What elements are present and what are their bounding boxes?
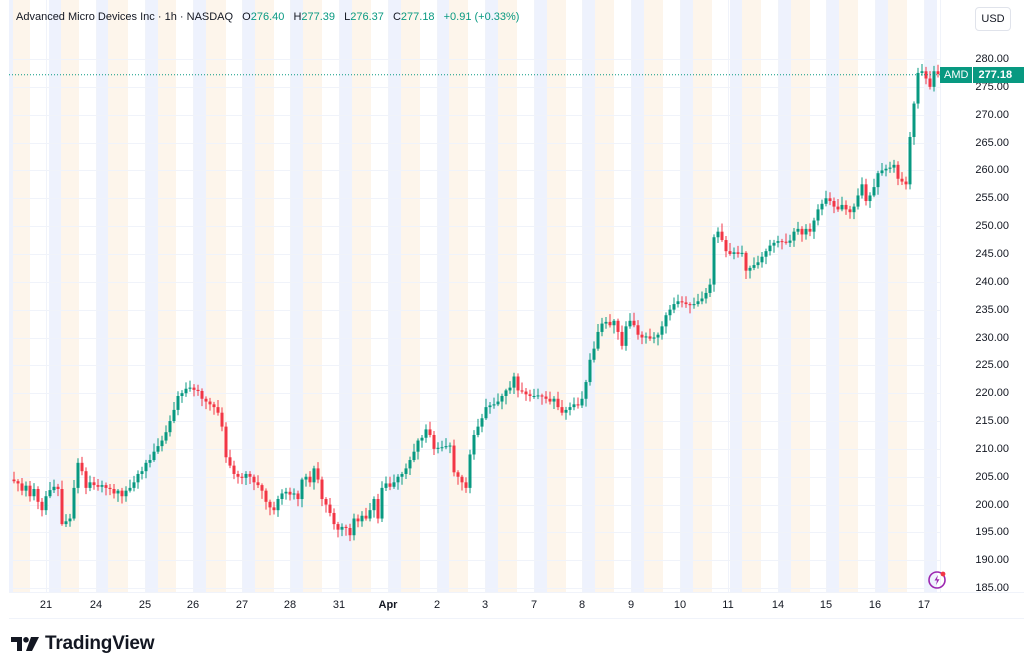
- change-value: +0.91 (+0.33%): [443, 11, 520, 23]
- candlestick-series: [9, 0, 940, 592]
- exchange-label: NASDAQ: [186, 11, 234, 23]
- price-tick-label: 210.00: [975, 442, 1009, 455]
- interval-label[interactable]: 1h: [164, 11, 177, 23]
- symbol-legend: Advanced Micro Devices Inc · 1h · NASDAQ…: [16, 11, 519, 23]
- price-tick-label: 280.00: [975, 53, 1009, 65]
- high-value: 277.39: [301, 11, 336, 23]
- price-tick-label: 275.00: [975, 80, 1009, 93]
- date-tick-label: 27: [235, 599, 249, 611]
- price-tick-label: 270.00: [975, 108, 1009, 121]
- price-tick-label: 230.00: [975, 331, 1009, 344]
- date-tick-label: 25: [138, 599, 152, 611]
- open-value: 276.40: [250, 11, 285, 23]
- close-value: 277.18: [400, 11, 435, 23]
- price-chart-plot[interactable]: [9, 0, 940, 592]
- date-tick-label: 11: [722, 599, 734, 611]
- date-tick-label: 2: [433, 599, 441, 611]
- price-tag-symbol: AMD: [940, 67, 973, 83]
- price-tick-label: 260.00: [975, 164, 1009, 177]
- price-tick-label: 235.00: [975, 303, 1009, 316]
- low-label: L: [344, 11, 351, 23]
- date-tick-label: 9: [627, 599, 635, 611]
- date-tick-label: 28: [283, 599, 297, 611]
- date-tick-label: 21: [39, 599, 53, 611]
- tradingview-logo[interactable]: TradingView: [11, 633, 155, 655]
- price-tick-label: 265.00: [975, 136, 1009, 149]
- legend-sep: ·: [157, 11, 162, 23]
- date-tick-label: 8: [578, 599, 586, 611]
- price-tick-label: 255.00: [975, 192, 1009, 205]
- price-tick-label: 240.00: [975, 275, 1009, 288]
- high-label: H: [293, 11, 302, 23]
- price-tick-label: 225.00: [975, 359, 1009, 372]
- price-tick-label: 195.00: [975, 526, 1009, 539]
- tradingview-wordmark: TradingView: [45, 633, 155, 654]
- price-tick-label: 205.00: [975, 470, 1009, 483]
- date-tick-label: 3: [481, 599, 489, 611]
- price-axis[interactable]: 280.00 275.00 270.00 265.00 260.00 255.00 250.…: [940, 0, 1024, 595]
- price-tick-label: 190.00: [975, 554, 1009, 567]
- last-price-label: AMD 277.18: [940, 67, 1024, 83]
- date-tick-label: 16: [868, 599, 882, 611]
- symbol-name[interactable]: Advanced Micro Devices Inc: [16, 11, 155, 23]
- date-tick-label: 14: [771, 599, 785, 611]
- date-tick-label: Apr: [378, 599, 398, 611]
- currency-button[interactable]: USD: [975, 7, 1011, 31]
- price-tag-value: 277.18: [973, 67, 1024, 83]
- price-tick-label: 200.00: [975, 498, 1009, 511]
- price-tick-label: 250.00: [975, 220, 1009, 233]
- date-tick-label: 31: [332, 599, 346, 611]
- price-tick-label: 220.00: [975, 387, 1009, 400]
- time-axis[interactable]: 21 24 25 26 27 28 31 Apr 2 3 7 8 9 10 11 14 15 16 17: [9, 592, 1024, 619]
- open-label: O: [242, 11, 251, 23]
- low-value: 276.37: [350, 11, 384, 23]
- date-tick-label: 10: [673, 599, 687, 611]
- date-tick-label: 7: [530, 599, 538, 611]
- date-tick-label: 24: [89, 599, 103, 611]
- legend-sep: ·: [179, 11, 184, 23]
- lightning-icon[interactable]: [927, 570, 947, 590]
- price-tick-label: 245.00: [975, 247, 1009, 260]
- date-tick-label: 26: [186, 599, 200, 611]
- price-tick-label: 185.00: [975, 582, 1009, 595]
- tradingview-logo-icon: [11, 637, 39, 651]
- price-tick-label: 215.00: [975, 415, 1009, 428]
- date-tick-label: 17: [917, 599, 931, 611]
- close-label: C: [392, 11, 401, 23]
- date-tick-label: 15: [819, 599, 833, 611]
